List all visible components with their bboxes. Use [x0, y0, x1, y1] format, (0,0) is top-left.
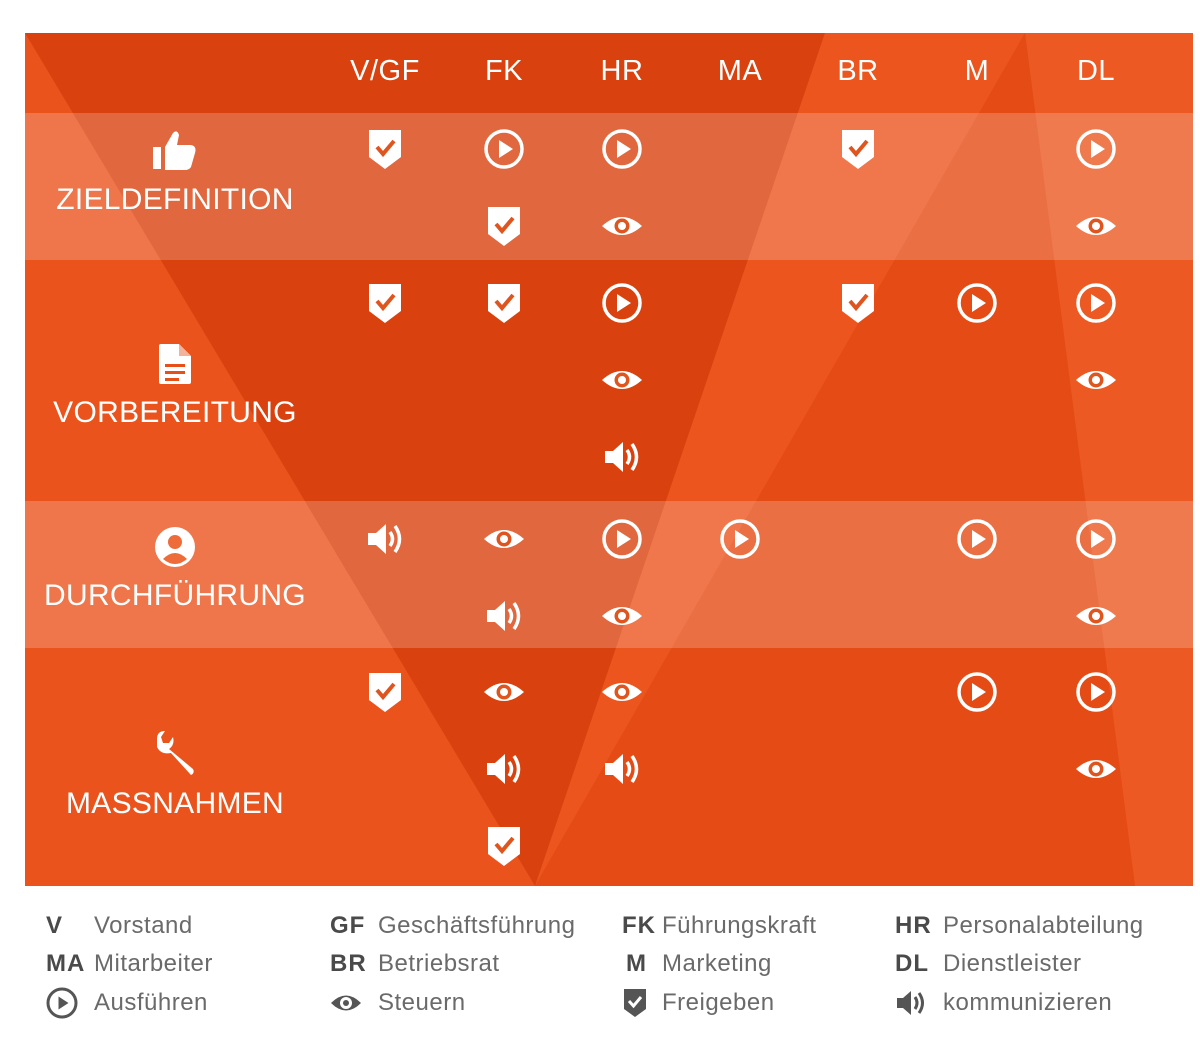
legend-item-v: V Vorstand: [46, 909, 193, 943]
legend-item-control: Steuern: [330, 986, 466, 1020]
legend-item-communicate: kommunizieren: [895, 986, 1112, 1020]
legend-text: Freigeben: [662, 989, 775, 1017]
eye-icon: [602, 371, 642, 389]
legend-text: Betriebsrat: [378, 950, 500, 978]
legend-item-ma: MA Mitarbeiter: [46, 947, 213, 981]
legend-text: Personalabteilung: [943, 912, 1144, 940]
legend-item-execute: Ausführen: [46, 986, 208, 1020]
legend-text: Mitarbeiter: [94, 950, 213, 978]
play-circle-icon: [604, 521, 640, 557]
play-circle-icon: [46, 986, 94, 1020]
legend-item-gf: GF Geschäftsführung: [330, 909, 575, 943]
legend-text: Geschäftsführung: [378, 912, 575, 940]
play-circle-icon: [1078, 285, 1114, 321]
eye-icon: [602, 217, 642, 235]
legend-abbr: M: [626, 950, 662, 978]
shield-check-icon: [488, 284, 520, 323]
legend-abbr: HR: [895, 912, 943, 940]
eye-icon: [1076, 607, 1116, 625]
eye-icon: [484, 683, 524, 701]
eye-icon: [1076, 760, 1116, 778]
legend-abbr: DL: [895, 950, 943, 978]
matrix-cells: [25, 33, 1193, 886]
legend-text: Vorstand: [94, 912, 193, 940]
shield-check-icon: [488, 827, 520, 866]
play-circle-icon: [1078, 521, 1114, 557]
play-circle-icon: [1078, 674, 1114, 710]
speaker-icon: [605, 754, 637, 784]
legend-text: kommunizieren: [943, 989, 1112, 1017]
shield-check-icon: [842, 284, 874, 323]
speaker-icon: [895, 986, 943, 1020]
legend-text: Steuern: [378, 989, 466, 1017]
shield-check-icon: [488, 207, 520, 246]
speaker-icon: [605, 442, 637, 472]
shield-check-icon: [369, 673, 401, 712]
speaker-icon: [368, 524, 400, 554]
shield-check-icon: [369, 284, 401, 323]
play-circle-icon: [959, 521, 995, 557]
legend-item-approve: Freigeben: [622, 986, 775, 1020]
speaker-icon: [487, 754, 519, 784]
legend-abbr: MA: [46, 950, 94, 978]
eye-icon: [602, 683, 642, 701]
play-circle-icon: [604, 131, 640, 167]
play-circle-icon: [604, 285, 640, 321]
eye-icon: [602, 607, 642, 625]
shield-check-icon: [622, 986, 662, 1020]
legend-abbr: BR: [330, 950, 378, 978]
legend-abbr: GF: [330, 912, 378, 940]
eye-icon: [1076, 371, 1116, 389]
play-circle-icon: [1078, 131, 1114, 167]
legend-item-dl: DL Dienstleister: [895, 947, 1082, 981]
speaker-icon: [487, 601, 519, 631]
play-circle-icon: [959, 674, 995, 710]
shield-check-icon: [842, 130, 874, 169]
eye-icon: [484, 530, 524, 548]
legend-text: Marketing: [662, 950, 772, 978]
play-circle-icon: [486, 131, 522, 167]
legend-item-br: BR Betriebsrat: [330, 947, 500, 981]
raci-matrix: V/GF FK HR MA BR M DL ZIELDEFINITION VOR…: [25, 33, 1193, 886]
eye-icon: [1076, 217, 1116, 235]
legend-abbr: V: [46, 912, 94, 940]
play-circle-icon: [959, 285, 995, 321]
legend-text: Ausführen: [94, 989, 208, 1017]
legend-text: Dienstleister: [943, 950, 1082, 978]
legend-item-m: M Marketing: [626, 947, 772, 981]
legend-text: Führungskraft: [662, 912, 817, 940]
play-circle-icon: [722, 521, 758, 557]
shield-check-icon: [369, 130, 401, 169]
legend-item-hr: HR Personalabteilung: [895, 909, 1144, 943]
legend-item-fk: FK Führungskraft: [622, 909, 817, 943]
legend-abbr: FK: [622, 912, 662, 940]
legend: V Vorstand GF Geschäftsführung FK Führun…: [0, 900, 1200, 1046]
eye-icon: [330, 986, 378, 1020]
